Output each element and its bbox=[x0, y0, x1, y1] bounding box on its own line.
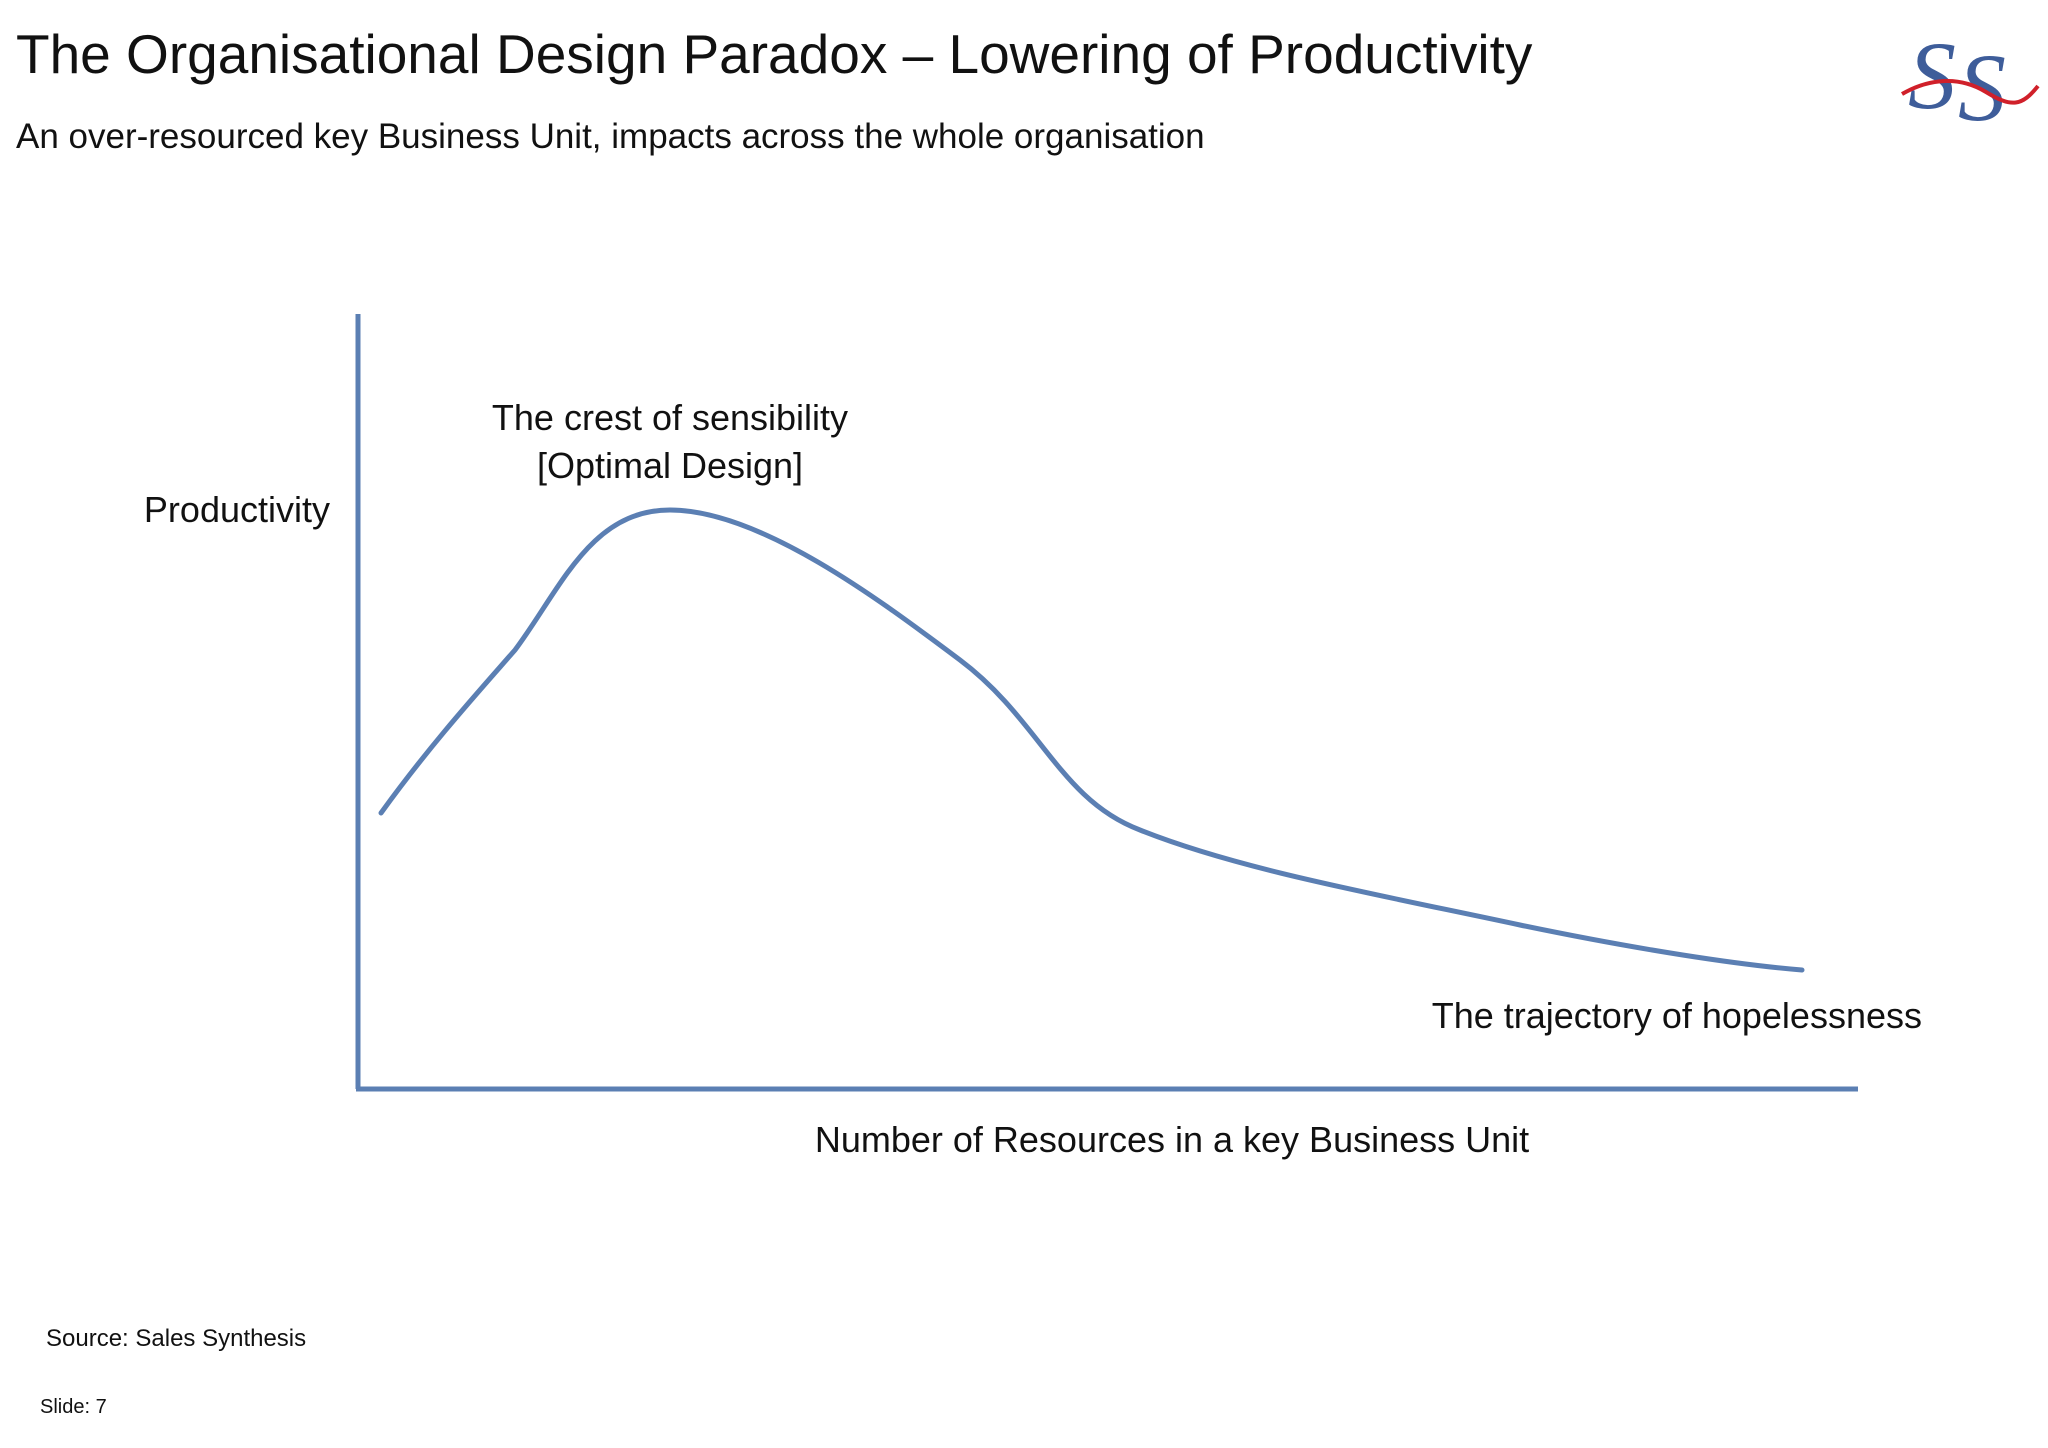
source-note: Source: Sales Synthesis bbox=[46, 1325, 307, 1352]
productivity-curve bbox=[378, 507, 1805, 973]
peak-label-line1: The crest of sensibility bbox=[492, 397, 848, 438]
slide-subtitle: An over-resourced key Business Unit, imp… bbox=[16, 117, 1205, 156]
logo-swoosh bbox=[1901, 79, 2040, 105]
slide-title: The Organisational Design Paradox – Lowe… bbox=[16, 23, 1533, 85]
tail-label: The trajectory of hopelessness bbox=[1432, 995, 1922, 1036]
peak-label-line2: [Optimal Design] bbox=[537, 445, 803, 486]
logo-letter-s1: S bbox=[1908, 22, 1956, 129]
x-axis-label: Number of Resources in a key Business Un… bbox=[815, 1119, 1529, 1160]
y-axis-label: Productivity bbox=[144, 489, 330, 530]
slide-number: Slide: 7 bbox=[40, 1396, 107, 1418]
sales-synthesis-logo-icon: S S bbox=[1901, 22, 2040, 130]
